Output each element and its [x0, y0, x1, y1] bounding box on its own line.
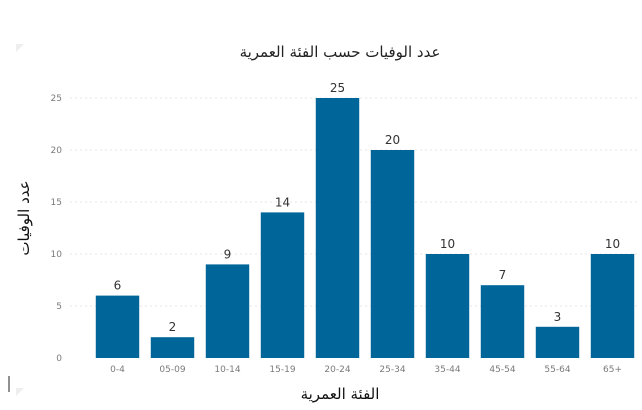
corner-mark-top-left — [16, 44, 24, 52]
data-labels: 6 2 9 14 25 20 10 7 3 10 — [114, 81, 620, 334]
bar-value-label: 10 — [440, 237, 455, 251]
bar — [205, 264, 250, 358]
bar — [260, 212, 305, 358]
bar — [590, 254, 635, 358]
bar-value-label: 7 — [499, 268, 507, 282]
x-tick-label: 15-19 — [269, 365, 295, 375]
bar — [150, 337, 195, 358]
y-axis-ticks: 0 5 10 15 20 25 — [51, 94, 63, 364]
x-axis-ticks: 0-4 05-09 10-14 15-19 20-24 25-34 35-44 45-54 55… — [110, 365, 622, 375]
bar-value-label: 2 — [169, 320, 177, 334]
bar — [370, 150, 415, 358]
y-tick-label: 0 — [56, 354, 62, 364]
bar — [480, 285, 525, 358]
bar — [315, 98, 360, 358]
bar-value-label: 3 — [554, 310, 562, 324]
bar-value-label: 25 — [330, 81, 345, 95]
y-tick-label: 5 — [56, 302, 62, 312]
x-tick-label: 65+ — [603, 365, 622, 375]
bar — [425, 254, 470, 358]
x-tick-label: 55-64 — [544, 365, 570, 375]
y-tick-label: 25 — [51, 94, 62, 104]
y-axis-title: عدد الوفيات — [15, 180, 33, 255]
x-axis-title: الفئة العمرية — [301, 385, 380, 403]
y-tick-label: 20 — [51, 146, 63, 156]
corner-mark-bottom-left — [16, 388, 24, 396]
y-tick-label: 15 — [51, 198, 62, 208]
x-tick-label: 45-54 — [489, 365, 515, 375]
bars — [95, 98, 635, 358]
bar — [95, 295, 140, 358]
chart-title: عدد الوفيات حسب الفئة العمرية — [240, 43, 441, 61]
x-tick-label: 05-09 — [159, 365, 185, 375]
bar-value-label: 14 — [275, 195, 290, 209]
y-tick-label: 10 — [51, 250, 63, 260]
bar-value-label: 10 — [605, 237, 620, 251]
bar-value-label: 9 — [224, 247, 232, 261]
x-tick-label: 25-34 — [379, 365, 405, 375]
x-tick-label: 35-44 — [434, 365, 460, 375]
x-tick-label: 20-24 — [324, 365, 350, 375]
bar-value-label: 20 — [385, 133, 400, 147]
bar-value-label: 6 — [114, 279, 122, 293]
x-tick-label: 0-4 — [110, 365, 125, 375]
x-tick-label: 10-14 — [214, 365, 240, 375]
bar — [535, 326, 580, 358]
